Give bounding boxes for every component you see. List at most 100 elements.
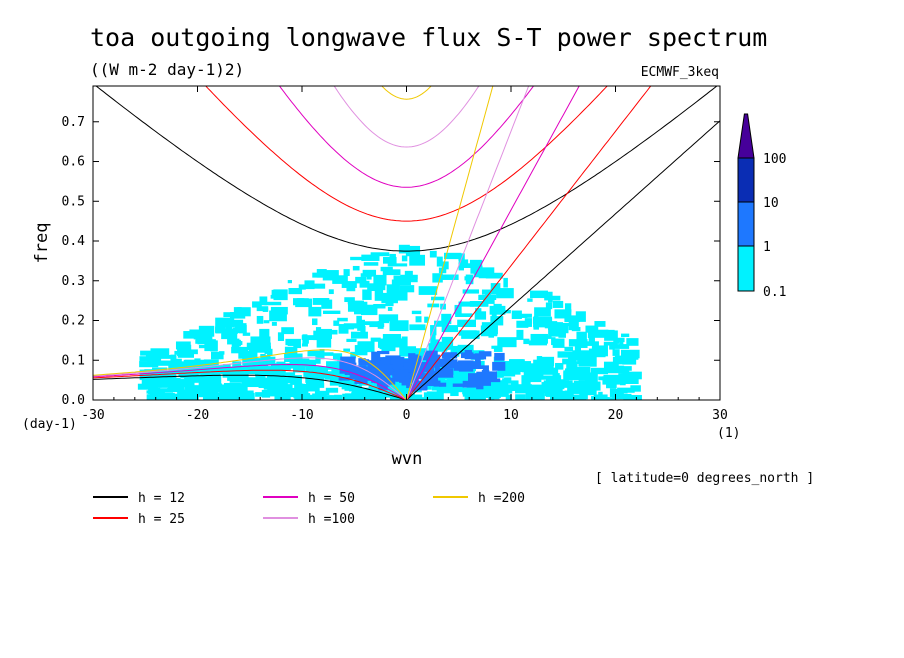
spectrum-cell-low (415, 316, 422, 323)
spectrum-cell-low (564, 346, 574, 352)
spectrum-cell-low (303, 370, 311, 377)
spectrum-cell-mid (422, 376, 438, 384)
spectrum-cell-low (230, 319, 244, 327)
spectrum-cell-low (263, 384, 282, 390)
spectrum-cell-low (348, 385, 362, 392)
spectrum-cell-low (470, 265, 477, 274)
dispersion-curves (93, 86, 720, 400)
spectrum-cell-low (545, 302, 553, 310)
spectrum-cell-low (380, 266, 393, 272)
colorbar-band (737, 245, 755, 292)
spectrum-cell-low (475, 267, 495, 276)
x-tick-label: 10 (503, 408, 519, 423)
spectrum-cell-low (399, 346, 417, 357)
spectrum-cell-low (475, 308, 482, 319)
spectrum-cell-low (360, 273, 372, 277)
spectrum-cell-low (424, 316, 429, 323)
spectrum-cell-low (301, 335, 321, 341)
spectrum-cell-low (447, 376, 456, 384)
spectrum-cell-low (267, 348, 273, 356)
spectrum-cell-low (156, 392, 175, 400)
spectrum-cell-mid (453, 365, 462, 371)
legend-label: h =200 (478, 491, 525, 506)
spectrum-cell-low (406, 250, 412, 257)
spectrum-cell-low (385, 299, 394, 307)
spectrum-cell-mid (430, 350, 438, 358)
spectrum-cell-low (139, 356, 159, 361)
legend-label: h = 12 (138, 491, 185, 506)
spectrum-cell-low (219, 388, 239, 399)
spectrum-cell-low (353, 304, 368, 315)
spectrum-cell-low (334, 394, 342, 400)
spectrum-cell-low (137, 383, 154, 390)
spectrum-cell-low (540, 356, 555, 366)
legend-label: h =100 (308, 512, 355, 527)
spectrum-cell-low (609, 388, 617, 397)
spectrum-cell-low (441, 336, 454, 347)
spectrum-cell-low (427, 303, 440, 308)
spectrum-cell-mid (409, 368, 420, 373)
spectrum-cell-mid (433, 383, 442, 387)
spectrum-cell-low (409, 324, 426, 331)
spectrum-cell-low (411, 310, 422, 315)
spectrum-cell-low (344, 297, 355, 303)
spectrum-cell-low (326, 361, 344, 370)
spectrum-cell-low (418, 286, 438, 295)
spectrum-cell-low (362, 289, 372, 300)
spectrum-cell-low (536, 356, 543, 361)
spectrum-cell-low (263, 320, 270, 324)
spectrum-cell-mid (340, 356, 356, 365)
spectrum-cell-low (389, 320, 409, 332)
spectrum-cell-low (519, 314, 528, 318)
y-tick-label: 0.1 (62, 353, 85, 368)
spectrum-cell-low (210, 386, 217, 393)
spectrum-cell-low (382, 388, 401, 396)
spectrum-cell-low (442, 385, 458, 394)
spectrum-cell-low (345, 325, 354, 330)
spectrum-cell-low (271, 321, 277, 326)
spectrum-cell-low (165, 376, 176, 388)
kelvin-curve-h25 (406, 86, 652, 400)
spectrum-cell-low (406, 278, 418, 283)
y-axis-label: freq (32, 223, 52, 264)
spectrum-cell-low (153, 373, 163, 383)
spectrum-cell-low (370, 252, 390, 257)
spectrum-cell-low (623, 353, 639, 360)
spectrum-cell-low (284, 346, 298, 357)
spectrum-cell-low (447, 345, 466, 350)
kelvin-curve-h50 (406, 86, 580, 400)
spectrum-cell-low (558, 330, 566, 338)
spectrum-cell-low (237, 307, 251, 317)
spectrum-cell-mid (412, 355, 422, 366)
spectrum-cell-mid (360, 361, 375, 366)
spectrum-cell-low (294, 383, 304, 389)
spectrum-cell-low (184, 380, 192, 387)
spectrum-cell-low (453, 373, 472, 384)
spectrum-cell-low (428, 343, 447, 352)
spectrum-cell-low (434, 320, 450, 327)
spectrum-cell-low (458, 259, 469, 266)
spectrum-cell-low (567, 374, 579, 379)
spectrum-cell-low (431, 296, 445, 301)
spectrum-cell-mid (345, 362, 357, 369)
spectrum-cell-low (478, 294, 497, 301)
spectrum-cell-low (256, 315, 264, 324)
spectrum-cell-low (485, 391, 501, 398)
spectrum-cell-low (480, 325, 498, 337)
spectrum-cell-mid (392, 359, 399, 370)
spectrum-cell-low (316, 328, 332, 339)
spectrum-cell-low (530, 385, 538, 391)
spectrum-cell-low (450, 346, 460, 357)
spectrum-cell-low (261, 389, 271, 398)
spectrum-cell-low (287, 340, 297, 346)
rossby-curve-h100 (93, 357, 407, 400)
spectrum-cell-low (603, 341, 618, 346)
spectrum-cell-low (370, 395, 383, 400)
spectrum-cell-low (594, 321, 606, 327)
spectrum-cell-low (274, 392, 291, 400)
spectrum-cell-low (361, 254, 380, 261)
spectrum-cell-low (368, 384, 382, 394)
spectrum-cell-low (503, 367, 521, 375)
spectrum-cell-low (548, 328, 563, 337)
